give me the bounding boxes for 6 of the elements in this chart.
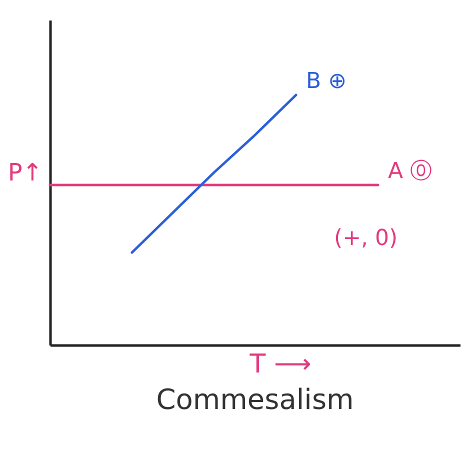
series-label: A ⓪: [388, 159, 432, 184]
text: Commesalism: [156, 383, 354, 416]
series-label: B ⊕: [306, 69, 347, 94]
annotation: (+, 0): [334, 226, 398, 251]
y-axis-title: P↑: [8, 158, 42, 186]
x-axis-title: T ⟶: [248, 350, 312, 380]
